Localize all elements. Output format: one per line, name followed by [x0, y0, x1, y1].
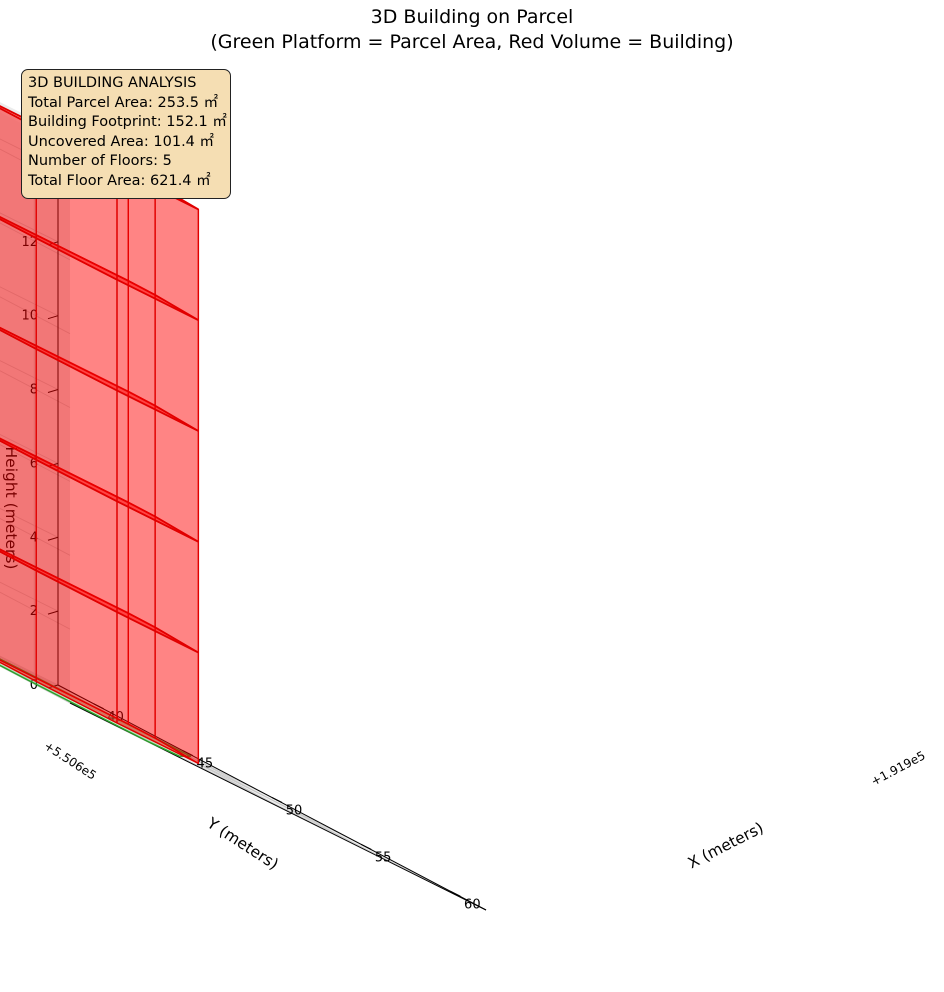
grid-line-x [0, 664, 362, 845]
z-tick-label: 2 [30, 604, 38, 619]
z-tick-label: 12 [21, 235, 38, 250]
x-tick [271, 797, 283, 803]
z-tick-label: 8 [30, 383, 38, 398]
chart-subtitle: (Green Platform = Parcel Area, Red Volum… [210, 31, 734, 53]
z-tick [47, 315, 59, 320]
z-tick-label: 10 [21, 309, 38, 324]
z-tick [47, 536, 59, 541]
grid-line-x [0, 661, 273, 798]
y-offset-label: +5.506e5 [41, 739, 98, 783]
x-axis-label: X (meters) [685, 819, 767, 872]
x-tick-label: 45 [197, 757, 214, 772]
info-total-floor-area: Total Floor Area: 621.4 ㎡ [28, 172, 211, 189]
floor-block-3 [0, 326, 200, 543]
x-tick [360, 843, 372, 850]
grid-line-y [0, 656, 396, 866]
x-tick-label: 55 [375, 850, 392, 865]
right-wall-pane [0, 112, 70, 703]
z-tick-label: 0 [30, 678, 38, 693]
info-number-of-floors: Number of Floors: 5 [28, 153, 172, 170]
x-tick-label: 60 [464, 897, 481, 912]
floor-block-2 [0, 437, 200, 654]
chart-title: 3D Building on Parcel [370, 6, 574, 28]
z-tick [47, 610, 59, 615]
z-tick-label: 4 [30, 530, 38, 545]
z-tick [47, 389, 59, 394]
info-box: 3D BUILDING ANALYSIS Total Parcel Area: … [21, 69, 231, 199]
x-offset-label: +1.919e5 [869, 748, 928, 788]
x-tick-label: 50 [286, 804, 303, 819]
info-building-footprint: Building Footprint: 152.1 ㎡ [28, 114, 227, 131]
z-axis-label: Height (meters) [2, 447, 20, 570]
x-tick [93, 703, 104, 710]
z-tick-label: 6 [30, 456, 38, 471]
x-tick [182, 750, 194, 757]
y-axis-label: Y (meters) [203, 814, 282, 874]
x-tick [450, 890, 461, 897]
info-total-parcel-area: Total Parcel Area: 253.5 ㎡ [28, 94, 219, 111]
info-heading: 3D BUILDING ANALYSIS [28, 75, 197, 91]
info-uncovered-area: Uncovered Area: 101.4 ㎡ [28, 133, 215, 150]
